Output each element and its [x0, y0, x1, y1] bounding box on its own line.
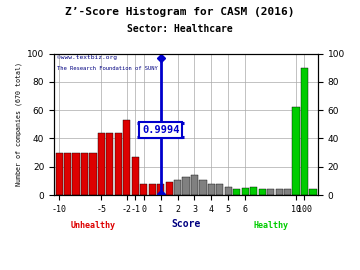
Bar [149, 184, 156, 195]
Y-axis label: Number of companies (670 total): Number of companies (670 total) [15, 62, 22, 186]
Bar [64, 153, 71, 195]
Bar [106, 133, 113, 195]
Bar [72, 153, 80, 195]
Bar [301, 68, 308, 195]
Bar [258, 190, 266, 195]
Text: 0.9994: 0.9994 [142, 125, 179, 135]
Bar [123, 120, 130, 195]
Bar [225, 187, 232, 195]
Bar [216, 184, 224, 195]
Bar [132, 157, 139, 195]
Bar [292, 107, 300, 195]
Bar [157, 184, 164, 195]
Text: Z’-Score Histogram for CASM (2016): Z’-Score Histogram for CASM (2016) [65, 7, 295, 17]
Text: The Research Foundation of SUNY: The Research Foundation of SUNY [57, 66, 157, 71]
Bar [250, 187, 257, 195]
Text: Unhealthy: Unhealthy [71, 221, 116, 229]
Bar [166, 182, 173, 195]
X-axis label: Score: Score [171, 219, 201, 229]
Bar [140, 184, 147, 195]
Bar [275, 190, 283, 195]
Bar [183, 177, 190, 195]
Text: Healthy: Healthy [253, 221, 288, 229]
Bar [309, 190, 316, 195]
Bar [199, 180, 207, 195]
Bar [115, 133, 122, 195]
Text: ©www.textbiz.org: ©www.textbiz.org [57, 55, 117, 60]
Bar [267, 190, 274, 195]
Bar [89, 153, 96, 195]
Text: Sector: Healthcare: Sector: Healthcare [127, 24, 233, 34]
Bar [191, 175, 198, 195]
Bar [242, 188, 249, 195]
Bar [208, 184, 215, 195]
Bar [174, 180, 181, 195]
Bar [98, 133, 105, 195]
Bar [233, 190, 240, 195]
Bar [81, 153, 88, 195]
Bar [284, 190, 291, 195]
Bar [55, 153, 63, 195]
